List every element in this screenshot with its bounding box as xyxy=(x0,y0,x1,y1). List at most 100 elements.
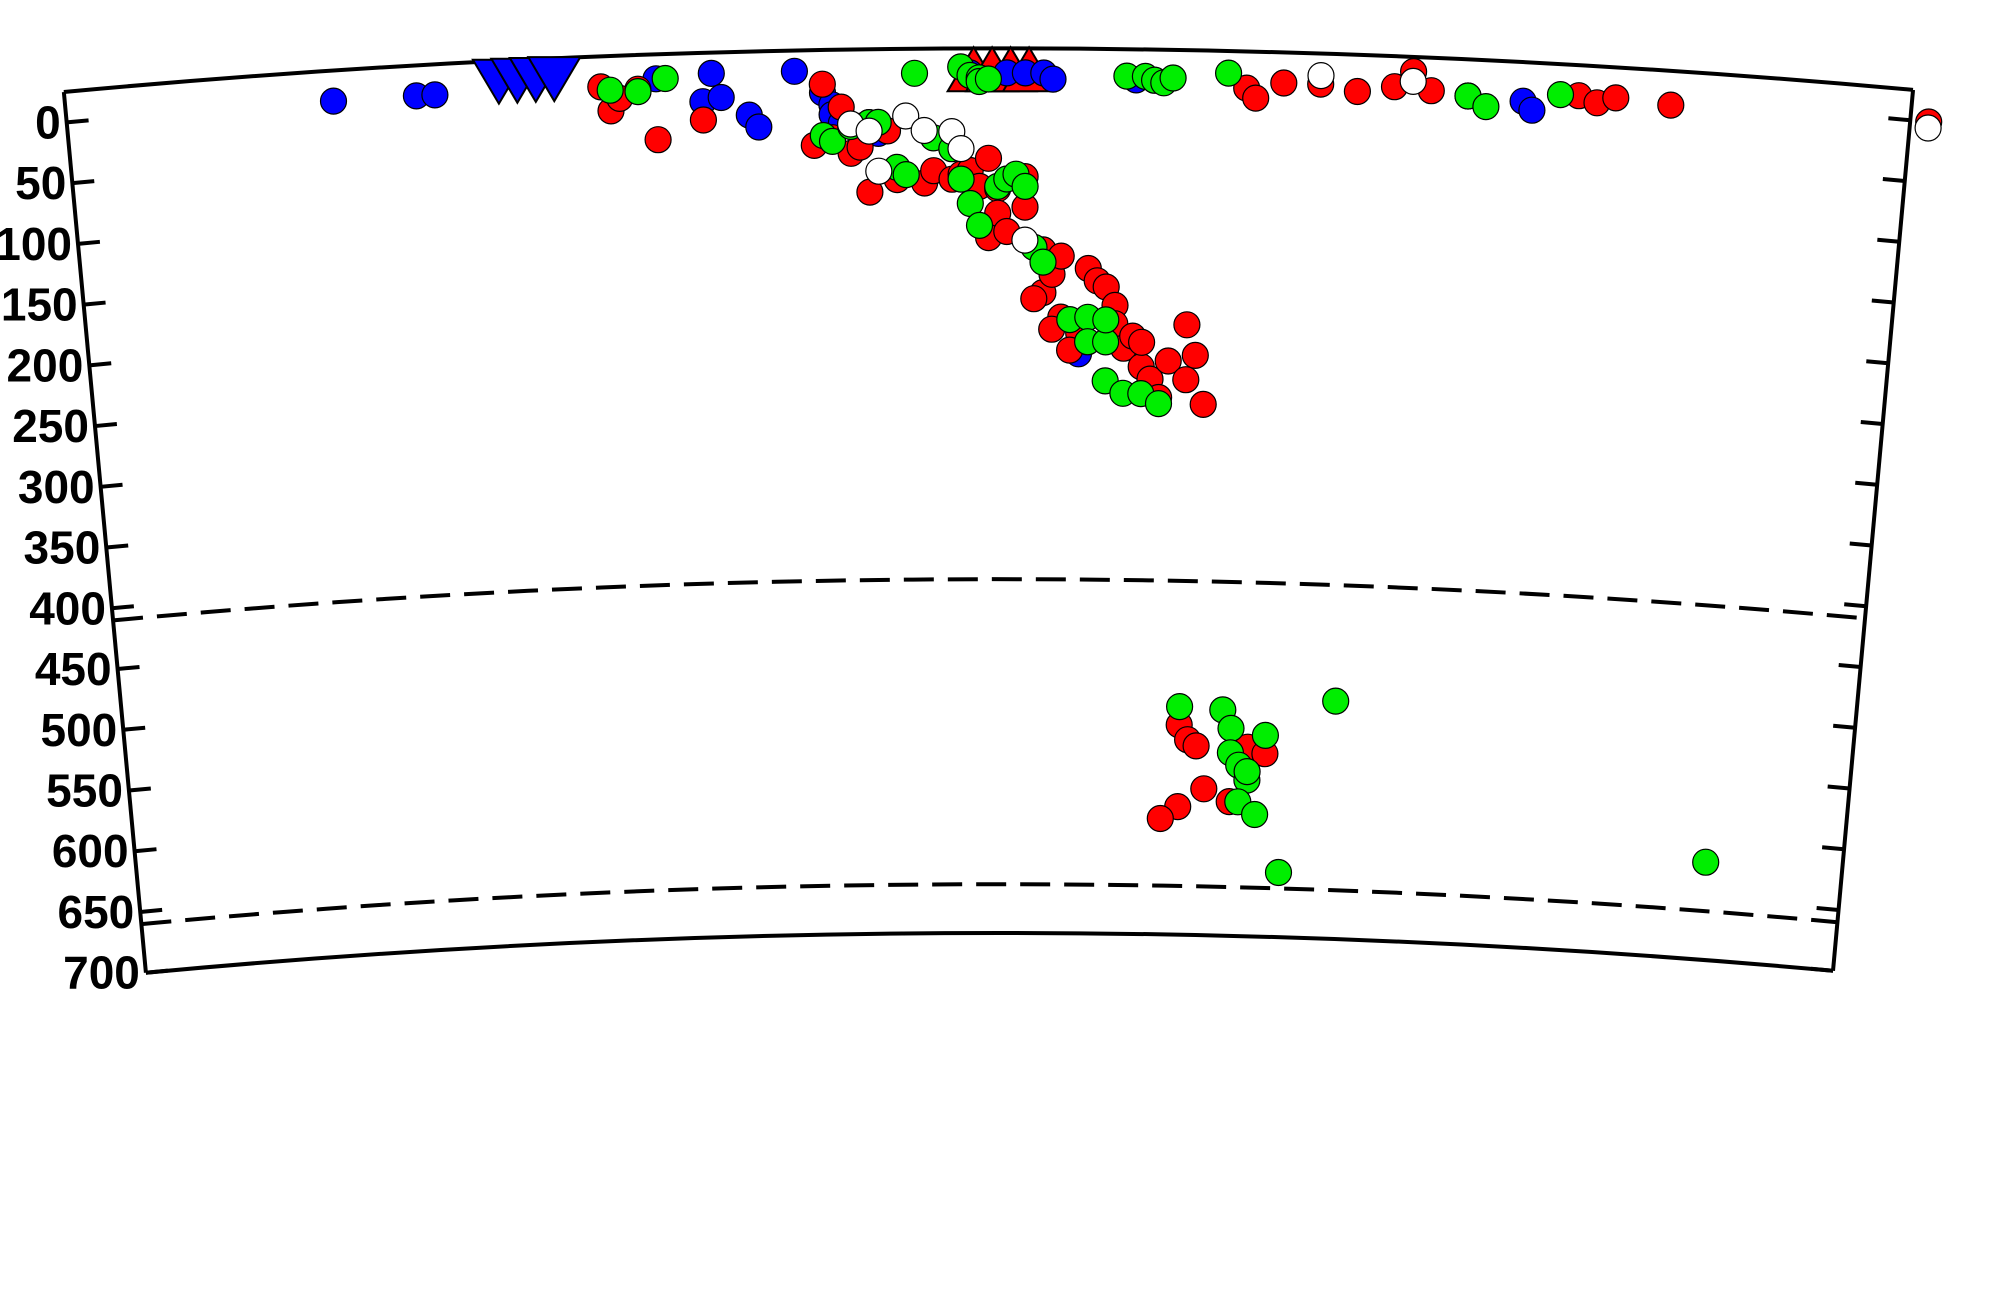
right-tick-250 xyxy=(1860,420,1883,427)
right-tick-600 xyxy=(1821,845,1845,852)
point-s3-9 xyxy=(1399,67,1427,96)
point-s2-1 xyxy=(624,77,652,106)
point-s3-1 xyxy=(855,117,883,145)
point-s2-47 xyxy=(1217,714,1245,743)
point-s0-0 xyxy=(319,87,348,115)
left-tick-300 xyxy=(100,482,123,489)
right-tick-500 xyxy=(1832,723,1856,730)
axis-ticks: 0 50 100 150 200 250 300 350 400 450 500 550 600 650 7… xyxy=(0,96,1911,999)
point-s2-2 xyxy=(651,64,679,93)
right-tick-650 xyxy=(1816,906,1839,913)
data-points xyxy=(319,53,1943,887)
point-s2-34 xyxy=(1546,80,1575,109)
point-s2-53 xyxy=(1240,800,1269,829)
frame-left-side xyxy=(61,91,148,973)
point-s2-20 xyxy=(900,59,929,87)
y-tick-label-300: 300 xyxy=(18,461,95,513)
right-tick-0 xyxy=(1888,116,1911,123)
point-s1-41 xyxy=(1127,328,1156,356)
point-s1-66 xyxy=(1602,84,1630,112)
point-s1-47 xyxy=(1172,366,1200,394)
left-tick-400 xyxy=(111,604,135,611)
point-s2-4 xyxy=(818,127,847,155)
frame-right-side xyxy=(1831,89,1916,971)
point-s2-45 xyxy=(1165,692,1194,721)
point-s1-74 xyxy=(1146,804,1174,833)
point-s2-54 xyxy=(1322,687,1350,715)
point-s0-25 xyxy=(1518,96,1546,124)
point-s2-18 xyxy=(1011,172,1039,200)
point-s2-44 xyxy=(1144,390,1173,418)
y-tick-label-600: 600 xyxy=(52,825,129,877)
point-s0-9 xyxy=(780,57,809,85)
left-tick-0 xyxy=(66,118,89,125)
point-s0-21 xyxy=(1039,65,1067,93)
y-tick-label-550: 550 xyxy=(46,764,123,816)
point-s0-8 xyxy=(745,113,773,141)
point-s1-72 xyxy=(1190,775,1218,803)
y-tick-label-0: 0 xyxy=(35,96,61,148)
point-s2-40 xyxy=(1092,306,1120,334)
right-tick-450 xyxy=(1838,663,1861,670)
discontinuity-lines xyxy=(112,577,1866,927)
right-tick-50 xyxy=(1882,177,1905,184)
point-s2-31 xyxy=(1214,59,1243,87)
y-tick-label-450: 450 xyxy=(35,643,112,695)
point-s1-46 xyxy=(1181,341,1209,369)
left-tick-50 xyxy=(72,179,95,186)
left-tick-500 xyxy=(123,725,146,732)
point-s1-57 xyxy=(1270,69,1298,97)
left-tick-100 xyxy=(77,239,101,246)
point-s1-5 xyxy=(689,106,718,134)
point-s3-3 xyxy=(892,102,920,130)
point-s1-71 xyxy=(1182,732,1210,760)
left-tick-450 xyxy=(117,664,140,672)
discontinuity-660 xyxy=(141,882,1838,927)
left-tick-700 xyxy=(145,968,168,975)
left-tick-600 xyxy=(134,847,157,854)
y-tick-label-350: 350 xyxy=(24,522,101,574)
y-tick-label-650: 650 xyxy=(57,886,134,938)
point-s1-4 xyxy=(644,126,672,154)
point-s1-67 xyxy=(1657,91,1685,119)
point-s2-51 xyxy=(1233,757,1261,786)
point-s1-7 xyxy=(808,70,836,98)
right-tick-700 xyxy=(1810,966,1834,973)
right-tick-550 xyxy=(1827,784,1850,791)
point-s2-12 xyxy=(947,165,975,193)
y-tick-label-100: 100 xyxy=(0,218,72,270)
y-tick-label-150: 150 xyxy=(1,279,78,331)
point-s1-49 xyxy=(1020,285,1048,313)
point-s1-48 xyxy=(1189,390,1217,418)
y-tick-label-200: 200 xyxy=(7,339,84,391)
point-s1-45 xyxy=(1173,311,1201,339)
point-s2-9 xyxy=(892,161,920,189)
point-s2-55 xyxy=(1692,848,1720,876)
left-tick-650 xyxy=(140,907,163,914)
point-s0-4 xyxy=(697,59,725,88)
right-tick-100 xyxy=(1877,237,1900,244)
y-tick-label-400: 400 xyxy=(29,582,106,634)
discontinuity-410 xyxy=(112,577,1866,623)
point-s3-2 xyxy=(865,157,893,185)
point-s2-57 xyxy=(1251,721,1280,750)
left-tick-250 xyxy=(94,422,118,429)
point-s2-25 xyxy=(974,65,1003,93)
right-tick-300 xyxy=(1855,480,1878,487)
station-0-3 xyxy=(526,56,583,104)
point-s2-30 xyxy=(1159,64,1187,92)
point-s0-6 xyxy=(707,83,735,112)
left-tick-550 xyxy=(128,786,152,793)
right-tick-200 xyxy=(1866,359,1889,366)
point-s2-35 xyxy=(1029,248,1057,276)
frame-top-arc xyxy=(63,46,1914,94)
right-tick-150 xyxy=(1871,298,1894,305)
y-tick-label-500: 500 xyxy=(41,704,118,756)
point-s3-7 xyxy=(1011,226,1039,254)
point-s3-10 xyxy=(1914,114,1942,142)
frame-bottom-arc xyxy=(145,931,1834,975)
point-s1-56 xyxy=(1242,84,1270,112)
point-s2-56 xyxy=(1264,858,1293,887)
point-s3-6 xyxy=(947,135,975,163)
